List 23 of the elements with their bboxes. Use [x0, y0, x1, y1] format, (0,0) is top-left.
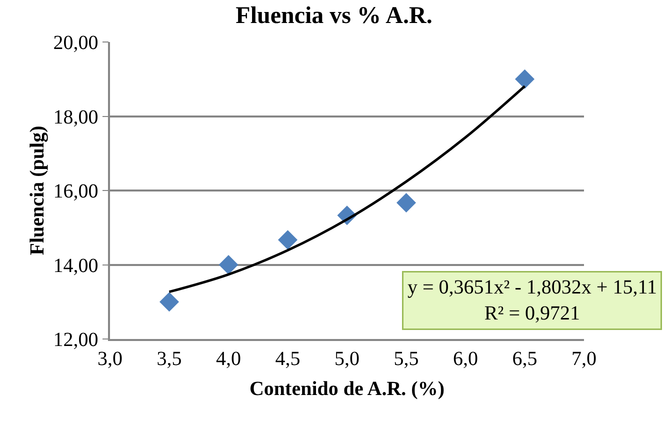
y-tick-label: 18,00	[53, 106, 98, 128]
x-tick-label: 5,5	[394, 348, 419, 370]
point	[218, 255, 238, 274]
x-tick-label: 6,5	[512, 348, 538, 370]
point	[396, 193, 416, 212]
y-tick-label: 16,00	[53, 180, 98, 202]
point	[515, 69, 534, 89]
point	[278, 230, 298, 250]
y-tick-label: 14,00	[53, 254, 98, 277]
x-tick-label: 7,0	[572, 348, 596, 370]
x-tick-label: 3,5	[156, 348, 182, 370]
x-tick-label: 3,0	[98, 348, 122, 370]
x-tick-label: 4,5	[275, 348, 300, 370]
chart-title: Fluencia vs % A.R.	[236, 3, 432, 30]
y-tick-label: 12,00	[53, 329, 98, 351]
annotation: y = 0,3651x² - 1,8032x + 15,11 R² = 0,9721	[408, 276, 657, 324]
y-axis-title: Fluencia (pulg)	[26, 126, 48, 256]
x-tick-label: 4,0	[216, 348, 241, 370]
x-axis-title: Contenido de A.R. (%)	[249, 378, 445, 400]
point	[160, 292, 179, 312]
x-tick-label: 5,0	[334, 348, 360, 370]
y-tick-label: 20,00	[53, 32, 98, 54]
x-tick-label: 6,0	[453, 348, 478, 370]
